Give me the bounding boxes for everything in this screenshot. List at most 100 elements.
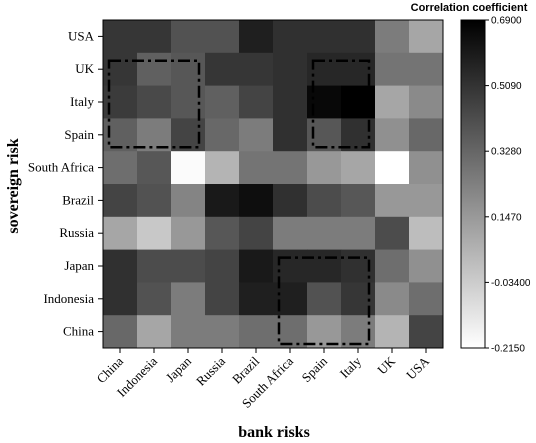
heatmap-cell-japan-italy [341, 249, 376, 283]
heatmap-cell-spain-russia [205, 118, 240, 152]
heatmap-cell-japan-russia [205, 249, 240, 283]
heatmap-cell-russia-brazil [239, 216, 274, 251]
heatmap-cell-indonesia-brazil [239, 282, 274, 316]
heatmap-cell-usa-brazil [239, 20, 274, 54]
heatmap-cell-usa-usa [409, 20, 444, 54]
heatmap-cell-uk-italy [341, 52, 376, 87]
colorbar-gradient [460, 19, 486, 349]
heatmap-cell-brazil-china [103, 184, 138, 218]
heatmap-cell-usa-china [103, 20, 138, 54]
heatmap-cell-china-uk [375, 315, 410, 349]
colorbar-ticks: 0.6900 0.5090 0.3280 0.1470 -0.03400 -0.2150 [485, 16, 531, 355]
heatmap-cell-usa-south-africa [273, 20, 308, 54]
heatmap-cell-china-china [103, 315, 138, 349]
heatmap-cell-usa-uk [375, 20, 410, 54]
heatmap-cell-uk-south-africa [273, 52, 308, 87]
heatmap-cell-russia-italy [341, 216, 376, 251]
heatmap-cell-usa-japan [171, 20, 206, 54]
heatmap-cell-china-japan [171, 315, 206, 349]
heatmap-cell-japan-uk [375, 249, 410, 283]
heatmap-cell-japan-indonesia [137, 249, 172, 283]
colorbar-title: Correlation coefficient [411, 2, 528, 14]
heatmap-cell-brazil-usa [409, 184, 444, 218]
heatmap-cell-china-usa [409, 315, 444, 349]
heatmap-cell-uk-russia [205, 52, 240, 87]
heatmap-cell-russia-japan [171, 216, 206, 251]
y-tick-label: South Africa [28, 160, 94, 175]
heatmap-cell-russia-indonesia [137, 216, 172, 251]
heatmap-cell-south-africa-south-africa [273, 151, 308, 185]
heatmap-cell-brazil-italy [341, 184, 376, 218]
heatmap-cell-brazil-uk [375, 184, 410, 218]
y-tick-label: Indonesia [43, 291, 94, 306]
y-axis-title: sovereign risk [5, 138, 22, 233]
heatmap-cell-usa-russia [205, 20, 240, 54]
heatmap-cell-usa-indonesia [137, 20, 172, 54]
x-tick-label: Japan [163, 353, 195, 385]
heatmap-cell-uk-japan [171, 52, 206, 87]
heatmap-cell-south-africa-spain [307, 151, 342, 185]
heatmap-cell-indonesia-russia [205, 282, 240, 316]
heatmap-cell-indonesia-uk [375, 282, 410, 316]
heatmap-cell-spain-south-africa [273, 118, 308, 152]
y-tick-label: UK [75, 61, 94, 76]
heatmap-cell-south-africa-brazil [239, 151, 274, 185]
heatmap-cell-indonesia-usa [409, 282, 444, 316]
heatmap-cell-south-africa-usa [409, 151, 444, 185]
y-tick-label: Brazil [62, 192, 94, 207]
heatmap-cell-south-africa-italy [341, 151, 376, 185]
heatmap-cell-japan-brazil [239, 249, 274, 283]
heatmap-cell-italy-italy [341, 85, 376, 119]
plot-frame [102, 19, 444, 349]
heatmap-cell-china-indonesia [137, 315, 172, 349]
heatmap-cell-italy-brazil [239, 85, 274, 119]
heatmap-cell-spain-brazil [239, 118, 274, 152]
heatmap-cell-usa-italy [341, 20, 376, 54]
y-tick-label: China [63, 324, 94, 339]
heatmap-cell-russia-china [103, 216, 138, 251]
y-tick-label: Spain [64, 127, 94, 142]
y-tick-label: USA [68, 28, 95, 43]
heatmap-cell-brazil-brazil [239, 184, 274, 218]
heatmap-cell-russia-usa [409, 216, 444, 251]
heatmap-cells [103, 20, 444, 349]
colorbar-tick-label: 0.5090 [491, 81, 522, 92]
heatmap-cell-south-africa-uk [375, 151, 410, 185]
heatmap-cell-indonesia-indonesia [137, 282, 172, 316]
heatmap-cell-italy-uk [375, 85, 410, 119]
heatmap-cell-brazil-spain [307, 184, 342, 218]
colorbar-tick-label: 0.6900 [491, 16, 522, 27]
highlight-box [107, 59, 201, 149]
colorbar-tick-label: -0.2150 [491, 344, 525, 355]
heatmap-cell-russia-russia [205, 216, 240, 251]
heatmap-cell-china-brazil [239, 315, 274, 349]
heatmap-cell-uk-uk [375, 52, 410, 87]
x-tick-label: USA [403, 353, 432, 382]
heatmap-cell-russia-south-africa [273, 216, 308, 251]
heatmap-cell-uk-indonesia [137, 52, 172, 87]
heatmap-cell-spain-uk [375, 118, 410, 152]
colorbar-tick-label: -0.03400 [491, 278, 531, 289]
heatmap-cell-japan-spain [307, 249, 342, 283]
highlight-box [311, 59, 371, 149]
heatmap-cell-brazil-japan [171, 184, 206, 218]
heatmap-cell-usa-spain [307, 20, 342, 54]
x-tick-label: Russia [193, 353, 228, 388]
heatmap-cell-italy-usa [409, 85, 444, 119]
heatmap-cell-brazil-russia [205, 184, 240, 218]
heatmap-cell-indonesia-italy [341, 282, 376, 316]
y-tick-label: Japan [64, 258, 94, 273]
heatmap-cell-uk-usa [409, 52, 444, 87]
highlight-box [277, 256, 371, 346]
y-tick-label: Russia [59, 225, 94, 240]
heatmap-cell-indonesia-spain [307, 282, 342, 316]
heatmap-cell-italy-indonesia [137, 85, 172, 119]
x-tick-label: Italy [337, 353, 365, 381]
heatmap-cell-south-africa-russia [205, 151, 240, 185]
x-tick-label: UK [374, 353, 398, 377]
heatmap-cell-south-africa-indonesia [137, 151, 172, 185]
colorbar-tick-label: 0.1470 [491, 212, 522, 223]
heatmap-cell-south-africa-japan [171, 151, 206, 185]
